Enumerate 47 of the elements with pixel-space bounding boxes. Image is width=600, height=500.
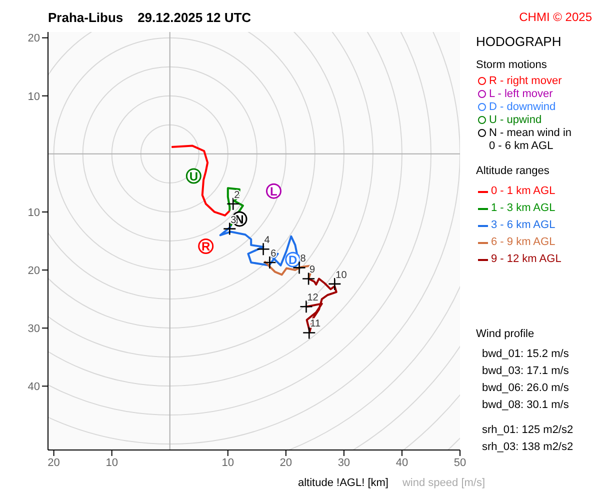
x-tick-label: 10 — [106, 456, 118, 469]
text: HODOGRAPH — [476, 34, 562, 49]
x-tick-label: 40 — [396, 456, 408, 469]
data-label: R — [202, 240, 210, 254]
legend-label: 9 - 12 km AGL — [491, 252, 562, 267]
legend-label: L - left mover — [489, 88, 553, 101]
text: srh_01: 125 m2/s2 — [482, 423, 574, 438]
annotation: 10 — [336, 270, 348, 281]
y-tick-label: 10 — [28, 90, 40, 103]
annotation: 3 — [230, 214, 237, 226]
y-tick-label: 20 — [28, 32, 40, 45]
text: CHMI © 2025 — [519, 10, 592, 24]
text: bwd_01: 15.2 m/s — [482, 347, 570, 362]
text: Wind profile — [476, 328, 536, 340]
text: Storm motions — [476, 59, 548, 71]
text: bwd_03: 17.1 m/s — [482, 364, 570, 379]
line-series — [170, 144, 231, 216]
text: srh_03: 138 m2/s2 — [482, 440, 574, 455]
legend-label: D - downwind — [489, 101, 556, 114]
data-label: L — [270, 184, 278, 199]
text: bwd_06: 26.0 m/s — [482, 381, 570, 396]
text: wind speed [m/s] — [402, 477, 486, 489]
x-tick-label: 10 — [222, 456, 234, 469]
chart-title: Praha-Libus 29.12.2025 12 UTC — [48, 10, 252, 24]
x-tick-label: 30 — [338, 456, 350, 469]
x-tick-label: 20 — [48, 456, 60, 469]
annotation: 12 — [307, 292, 319, 304]
text: altitude !AGL! [km] — [298, 477, 388, 489]
legend-label: U - upwind — [489, 114, 542, 127]
legend-label: 1 - 3 km AGL — [491, 201, 556, 216]
x-tick-label: 50 — [454, 456, 466, 469]
data-label: U — [189, 169, 198, 184]
legend-label: 0 - 1 km AGL — [491, 184, 556, 199]
y-tick-label: 20 — [28, 264, 40, 277]
x-tick-label: 20 — [280, 456, 292, 469]
y-tick-label: 30 — [28, 322, 40, 335]
annotation: 8 — [300, 254, 306, 265]
y-tick-label: 40 — [28, 381, 40, 394]
legend-label: 6 - 9 km AGL — [491, 235, 556, 250]
annotation: 4 — [264, 235, 270, 246]
legend-label: N - mean wind in 0 - 6 km AGL — [489, 127, 573, 153]
text: bwd_08: 30.1 m/s — [482, 398, 570, 413]
text: Altitude ranges — [476, 165, 550, 177]
y-tick-label: 10 — [28, 206, 40, 219]
data-label: D — [288, 253, 298, 268]
legend-label: R - right mover — [489, 75, 562, 88]
legend-label: 3 - 6 km AGL — [491, 218, 556, 233]
